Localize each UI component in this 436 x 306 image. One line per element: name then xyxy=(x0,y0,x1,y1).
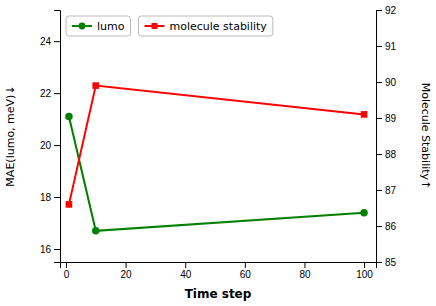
tick-mark xyxy=(376,226,382,227)
legend-marker xyxy=(79,23,86,30)
tick-mark xyxy=(54,93,60,94)
legend-label: lumo xyxy=(97,20,125,33)
tick-mark xyxy=(376,46,382,47)
tick-label: 89 xyxy=(385,113,397,124)
tick: 0 xyxy=(64,262,70,280)
tick: 20 xyxy=(121,262,133,280)
tick-label: 90 xyxy=(385,77,397,88)
tick: 80 xyxy=(299,262,311,280)
series-marker xyxy=(360,209,367,216)
tick-mark xyxy=(376,190,382,191)
tick: 88 xyxy=(376,149,397,160)
tick-mark xyxy=(185,262,186,268)
tick: 20 xyxy=(40,140,60,151)
tick-label: 16 xyxy=(40,244,52,255)
legend-item: lumo xyxy=(66,16,130,36)
tick-label: 0 xyxy=(64,269,70,280)
tick-mark xyxy=(54,41,60,42)
series-marker xyxy=(92,227,99,234)
tick-label: 22 xyxy=(40,88,52,99)
legend-box xyxy=(138,16,272,36)
x-axis-title: Time step xyxy=(185,287,252,301)
tick-label: 91 xyxy=(385,41,397,52)
tick: 85 xyxy=(376,257,397,268)
tick: 90 xyxy=(376,77,397,88)
tick-mark xyxy=(304,262,305,268)
tick-label: 60 xyxy=(240,269,252,280)
tick-mark xyxy=(54,249,60,250)
tick-mark xyxy=(54,197,60,198)
tick-mark xyxy=(54,145,60,146)
y2-axis-title: Molecule Stability↑ xyxy=(419,83,432,190)
tick: 91 xyxy=(376,41,397,52)
tick-label: 86 xyxy=(385,221,397,232)
legend-label: molecule stability xyxy=(169,20,267,33)
tick: 60 xyxy=(240,262,252,280)
axis-line xyxy=(61,263,377,269)
plot: 0 20 40 60 80 100 16 18 20 22 24 85 86 87 88 89 90 91 92 lu… xyxy=(40,5,397,280)
tick: 92 xyxy=(376,5,397,16)
tick: 89 xyxy=(376,113,397,124)
tick: 100 xyxy=(356,262,373,280)
tick-label: 20 xyxy=(121,269,133,280)
tick-mark xyxy=(376,82,382,83)
tick: 22 xyxy=(40,88,60,99)
legend: lumo molecule stability xyxy=(66,16,273,36)
y2-axis: 85 86 87 88 89 90 91 92 xyxy=(376,5,397,268)
series-marker xyxy=(361,111,368,118)
tick-label: 85 xyxy=(385,257,397,268)
series-marker xyxy=(92,82,99,89)
chart: 0 20 40 60 80 100 16 18 20 22 24 85 86 87 88 89 90 91 92 lu… xyxy=(0,0,436,306)
tick-label: 88 xyxy=(385,149,397,160)
legend-box xyxy=(66,16,130,36)
axis-line xyxy=(54,11,61,263)
marks xyxy=(65,82,368,234)
series-marker xyxy=(65,113,72,120)
legend-marker xyxy=(151,23,157,29)
tick-mark xyxy=(376,154,382,155)
tick: 40 xyxy=(180,262,192,280)
tick-label: 80 xyxy=(299,269,311,280)
legend-item: molecule stability xyxy=(138,16,272,36)
tick: 24 xyxy=(40,36,60,47)
y-axis-title: MAE(lumo, meV)↓ xyxy=(4,85,17,186)
tick-label: 40 xyxy=(180,269,192,280)
tick-mark xyxy=(126,262,127,268)
tick: 86 xyxy=(376,221,397,232)
tick: 87 xyxy=(376,185,397,196)
tick-mark xyxy=(364,262,365,268)
x-axis: 0 20 40 60 80 100 xyxy=(61,262,377,280)
tick-mark xyxy=(376,118,382,119)
y-axis: 16 18 20 22 24 xyxy=(40,11,61,263)
tick-label: 87 xyxy=(385,185,397,196)
tick: 16 xyxy=(40,244,60,255)
tick-label: 20 xyxy=(40,140,52,151)
tick-label: 24 xyxy=(40,36,52,47)
tick-mark xyxy=(376,262,382,263)
series-marker xyxy=(66,201,73,208)
tick-label: 100 xyxy=(356,269,373,280)
tick-label: 18 xyxy=(40,192,52,203)
tick-label: 92 xyxy=(385,5,397,16)
series-line xyxy=(69,86,364,205)
tick-mark xyxy=(66,262,67,268)
tick-mark xyxy=(376,10,382,11)
axis-line xyxy=(377,11,383,263)
series-line xyxy=(69,117,364,231)
tick-mark xyxy=(245,262,246,268)
tick: 18 xyxy=(40,192,60,203)
